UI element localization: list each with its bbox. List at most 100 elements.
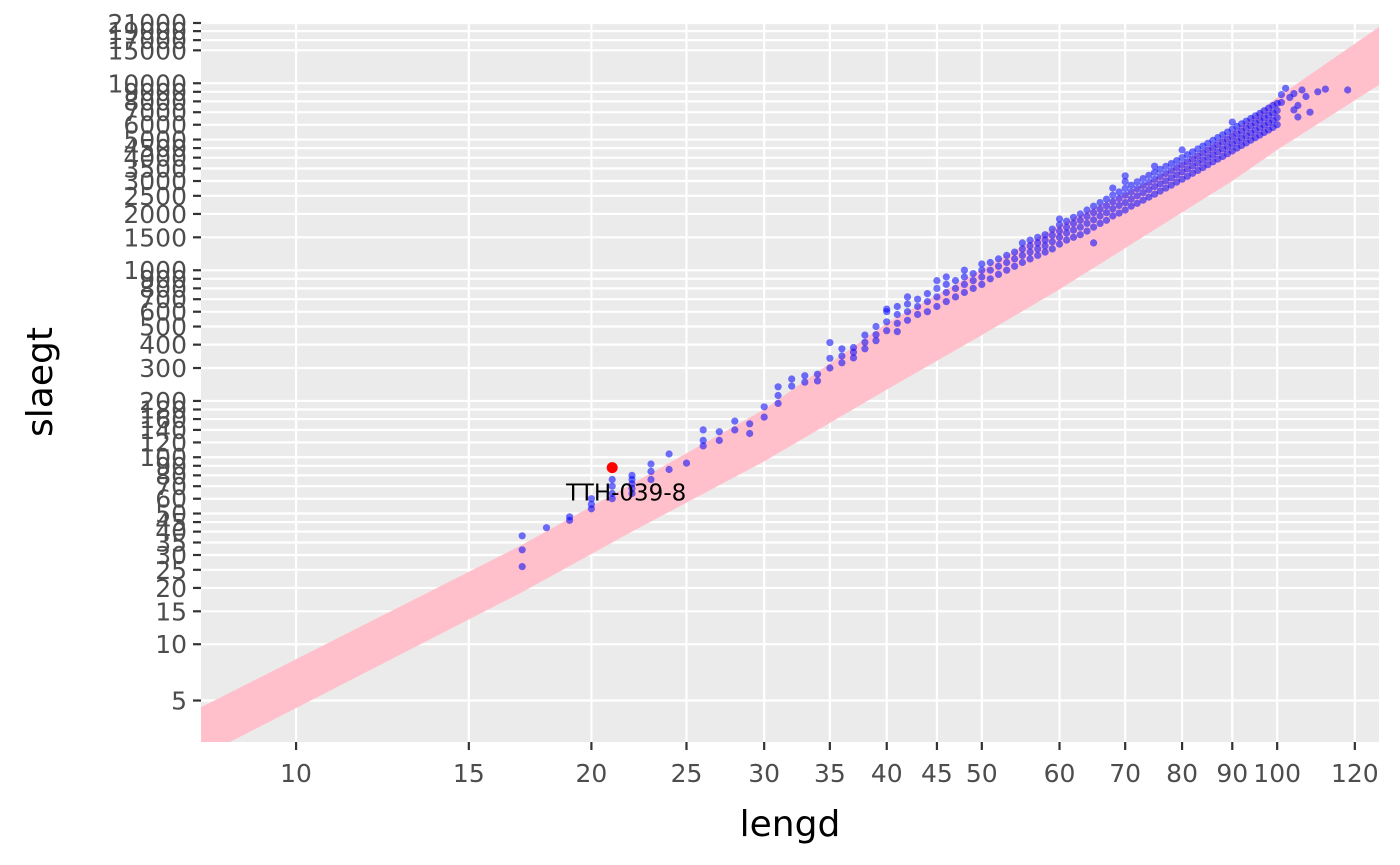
data-point-314 bbox=[1314, 88, 1322, 96]
data-point-89 bbox=[960, 280, 969, 288]
data-point-212 bbox=[1167, 160, 1175, 168]
data-point-196 bbox=[1151, 190, 1159, 198]
data-point-65 bbox=[893, 310, 901, 319]
x-tick-label-4: 30 bbox=[748, 759, 780, 788]
data-point-221 bbox=[1178, 146, 1186, 154]
data-point-95 bbox=[978, 280, 986, 288]
y-tick-label-3: 20 bbox=[155, 574, 187, 603]
data-point-32 bbox=[746, 420, 754, 428]
x-tick-label-3: 25 bbox=[671, 759, 703, 788]
data-point-313 bbox=[1306, 108, 1314, 116]
y-tick-label-25: 800 bbox=[139, 274, 187, 303]
data-point-99 bbox=[986, 275, 994, 283]
data-point-155 bbox=[1090, 202, 1098, 210]
data-point-113 bbox=[1018, 245, 1026, 253]
data-point-110 bbox=[1011, 248, 1019, 256]
data-point-21 bbox=[665, 465, 673, 474]
data-point-83 bbox=[942, 280, 950, 288]
data-point-199 bbox=[1151, 168, 1159, 176]
data-point-119 bbox=[1034, 251, 1042, 259]
data-point-167 bbox=[1109, 198, 1117, 206]
y-tick-label-8: 45 bbox=[155, 508, 187, 537]
data-point-107 bbox=[1003, 251, 1011, 259]
data-point-18 bbox=[647, 475, 655, 484]
data-point-187 bbox=[1133, 178, 1141, 186]
data-point-129 bbox=[1048, 231, 1056, 239]
y-tick-label-21: 400 bbox=[139, 331, 187, 360]
y-tick-label-30: 2500 bbox=[123, 182, 187, 211]
x-tick-label-8: 50 bbox=[966, 759, 998, 788]
data-point-22 bbox=[665, 450, 673, 458]
data-point-87 bbox=[951, 277, 960, 285]
data-point-24 bbox=[699, 442, 707, 450]
data-point-305 bbox=[1282, 84, 1290, 92]
data-point-170 bbox=[1115, 209, 1123, 217]
data-point-180 bbox=[1127, 202, 1135, 210]
y-tick-label-4: 25 bbox=[155, 556, 187, 585]
data-point-69 bbox=[903, 300, 912, 308]
data-point-179 bbox=[1121, 172, 1129, 180]
data-point-192 bbox=[1145, 193, 1153, 201]
data-point-125 bbox=[1041, 236, 1049, 244]
y-tick-label-6: 35 bbox=[155, 528, 187, 557]
data-point-173 bbox=[1115, 188, 1123, 196]
data-point-195 bbox=[1145, 171, 1153, 179]
data-point-147 bbox=[1076, 210, 1084, 218]
data-point-193 bbox=[1145, 186, 1153, 194]
data-point-31 bbox=[746, 429, 754, 438]
data-point-115 bbox=[1026, 255, 1034, 263]
data-point-19 bbox=[647, 467, 655, 475]
data-point-20 bbox=[647, 460, 655, 468]
data-point-70 bbox=[903, 293, 912, 301]
y-tick-label-1: 10 bbox=[155, 630, 187, 659]
data-point-159 bbox=[1096, 205, 1104, 213]
data-point-128 bbox=[1048, 238, 1056, 246]
data-point-175 bbox=[1121, 199, 1129, 207]
y-tick-label-10: 60 bbox=[155, 485, 187, 514]
confidence-band bbox=[201, 27, 1379, 742]
data-point-106 bbox=[1003, 258, 1011, 267]
data-point-149 bbox=[1083, 219, 1091, 227]
data-point-216 bbox=[1173, 157, 1181, 165]
data-point-316 bbox=[1344, 86, 1352, 94]
data-point-63 bbox=[893, 328, 901, 336]
data-point-111 bbox=[1018, 258, 1026, 267]
y-tick-label-40: 10000 bbox=[107, 69, 187, 98]
y-tick-label-18: 180 bbox=[139, 396, 187, 425]
data-point-190 bbox=[1139, 181, 1147, 190]
data-point-54 bbox=[861, 338, 869, 346]
data-point-145 bbox=[1076, 223, 1084, 231]
data-point-41 bbox=[801, 372, 809, 380]
data-point-71 bbox=[914, 310, 922, 319]
data-point-166 bbox=[1109, 205, 1117, 213]
data-point-29 bbox=[731, 426, 739, 434]
data-point-141 bbox=[1069, 226, 1078, 234]
data-point-209 bbox=[1167, 181, 1175, 189]
y-tick-label-31: 3000 bbox=[123, 167, 187, 196]
y-tick-label-12: 80 bbox=[155, 461, 187, 490]
data-point-121 bbox=[1034, 239, 1042, 247]
data-point-37 bbox=[774, 383, 782, 391]
highlighted-point-group: TTH-039-8 bbox=[565, 462, 686, 507]
data-point-82 bbox=[942, 288, 950, 297]
data-point-112 bbox=[1018, 251, 1026, 259]
y-axis-title: slaegt bbox=[20, 327, 61, 437]
data-point-17 bbox=[628, 471, 636, 479]
data-point-146 bbox=[1076, 216, 1084, 224]
data-point-62 bbox=[883, 305, 891, 313]
grid-lines bbox=[201, 21, 1379, 742]
data-point-164 bbox=[1102, 195, 1111, 203]
data-points bbox=[518, 84, 1352, 571]
y-tick-label-38: 8000 bbox=[123, 87, 187, 116]
data-point-85 bbox=[951, 293, 960, 301]
y-tick-label-37: 7000 bbox=[123, 98, 187, 127]
data-point-47 bbox=[838, 359, 846, 367]
y-tick-label-17: 160 bbox=[139, 405, 187, 434]
data-point-53 bbox=[861, 345, 869, 353]
data-point-161 bbox=[1102, 216, 1111, 224]
x-tick-label-12: 90 bbox=[1216, 759, 1248, 788]
data-point-104 bbox=[994, 255, 1003, 263]
data-point-208 bbox=[1162, 162, 1170, 170]
y-tick-label-24: 700 bbox=[139, 285, 187, 314]
data-point-45 bbox=[826, 354, 834, 362]
